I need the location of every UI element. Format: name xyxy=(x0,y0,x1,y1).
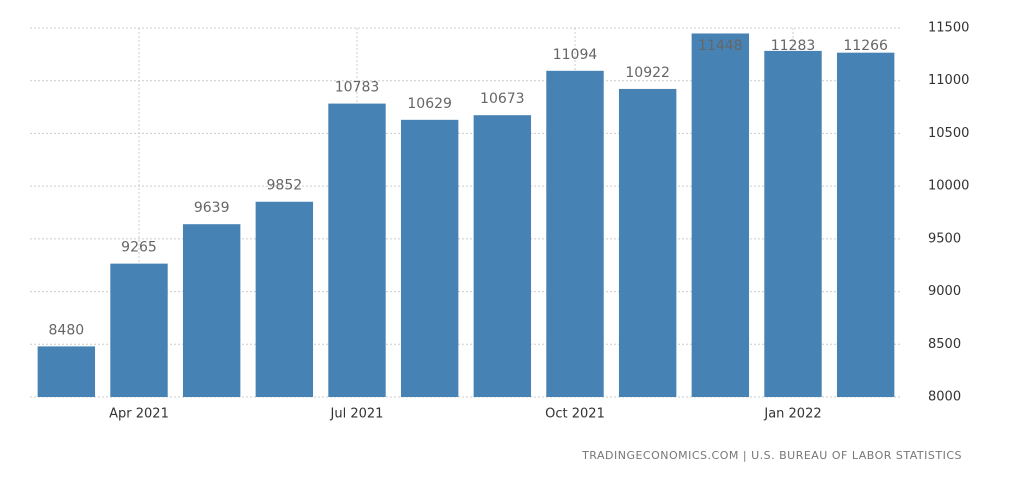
y-tick-label: 8500 xyxy=(928,337,961,352)
value-label: 10922 xyxy=(625,65,670,81)
value-label: 9852 xyxy=(267,178,303,194)
value-label: 10673 xyxy=(480,91,525,107)
value-label: 10629 xyxy=(407,96,452,112)
bar xyxy=(182,224,241,397)
y-tick-label: 9500 xyxy=(928,231,961,246)
bar xyxy=(618,88,677,397)
x-tick-label: Jan 2022 xyxy=(763,407,821,422)
y-tick-label: 9000 xyxy=(928,284,961,299)
bar xyxy=(110,263,168,397)
bar xyxy=(836,52,895,397)
source: TRADINGECONOMICS.COM | U.S. BUREAU OF LA… xyxy=(581,449,962,462)
x-tick-label: Oct 2021 xyxy=(545,407,605,422)
x-tick-label: Apr 2021 xyxy=(109,407,169,422)
x-tick-label: Jul 2021 xyxy=(330,407,384,422)
y-tick-label: 11000 xyxy=(928,73,969,88)
value-label: 10783 xyxy=(335,80,380,96)
y-tick-label: 8000 xyxy=(928,390,961,405)
value-label: 11094 xyxy=(553,47,598,63)
bar xyxy=(37,346,96,397)
bar xyxy=(255,201,314,397)
value-label: 9639 xyxy=(194,200,230,216)
y-tick-label: 10000 xyxy=(928,179,969,194)
bar xyxy=(473,115,532,398)
y-tick-label: 10500 xyxy=(928,126,969,141)
bar xyxy=(764,50,822,398)
bar xyxy=(328,103,386,397)
bar xyxy=(691,33,750,397)
value-label: 11448 xyxy=(698,38,743,54)
bar xyxy=(400,119,459,398)
bar xyxy=(546,70,604,397)
value-label: 11266 xyxy=(843,38,888,54)
value-label: 9265 xyxy=(121,240,157,256)
y-tick-label: 11500 xyxy=(928,21,969,36)
value-label: 11283 xyxy=(771,38,816,54)
value-label: 8480 xyxy=(49,322,85,338)
